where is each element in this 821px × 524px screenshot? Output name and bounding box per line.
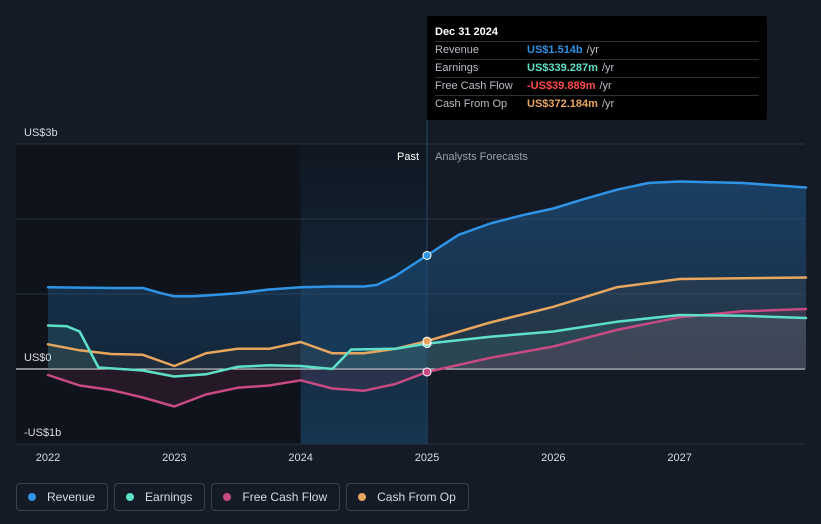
legend-label: Free Cash Flow (242, 490, 328, 504)
x-axis-label: 2025 (415, 452, 439, 464)
free-cash-flow-line (46, 307, 808, 408)
tooltip: Dec 31 2024 Revenue US$1.514b /yr Earnin… (427, 16, 767, 120)
x-axis-label: 2024 (288, 452, 312, 464)
y-axis-label: -US$1b (24, 427, 61, 439)
y-axis-label: US$0 (24, 352, 52, 364)
legend-label: Revenue (47, 490, 96, 504)
legend-label: Cash From Op (377, 490, 456, 504)
revenue-dot-icon (28, 493, 36, 501)
tooltip-label: Earnings (435, 62, 479, 74)
tooltip-row-free-cash-flow: Free Cash Flow -US$39.889m /yr (435, 77, 759, 95)
tooltip-label: Cash From Op (435, 98, 508, 110)
free-cash-flow-dot-icon (223, 493, 232, 501)
earnings-dot-icon (126, 493, 135, 501)
cash-from-op-line (46, 276, 808, 368)
cash-from-op-area (48, 277, 806, 369)
earnings-revenue-chart: US$3b US$0 -US$1b 2022 2023 2024 2025 2026 2027 P… (16, 120, 808, 464)
tooltip-value: -US$39.889m (527, 80, 596, 92)
tooltip-unit: /yr (599, 80, 612, 92)
tooltip-value: US$372.184m (527, 98, 598, 110)
tooltip-value: US$1.514b (527, 44, 583, 56)
revenue-marker (422, 250, 432, 260)
cash-from-op-marker (422, 336, 432, 346)
tooltip-row-earnings: Earnings US$339.287m /yr (435, 59, 759, 77)
legend-label: Earnings (145, 490, 193, 504)
x-axis-label: 2023 (162, 452, 186, 464)
free-cash-flow-marker (422, 367, 432, 377)
x-axis-label: 2022 (36, 452, 60, 464)
tooltip-date: Dec 31 2024 (435, 26, 498, 38)
free-cash-flow-area (48, 309, 806, 407)
revenue-line (46, 180, 808, 298)
tooltip-row-revenue: Revenue US$1.514b /yr (435, 41, 759, 59)
tooltip-value: US$339.287m (527, 62, 598, 74)
tooltip-unit: /yr (601, 98, 615, 110)
past-label: Past (397, 151, 419, 163)
legend-item-earnings[interactable]: Earnings (114, 483, 206, 511)
tooltip-row-cash-from-op: Cash From Op US$372.184m /yr (435, 95, 759, 113)
legend-item-cash-from-op[interactable]: Cash From Op (346, 483, 469, 511)
cash-from-op-dot-icon (358, 493, 367, 501)
legend-item-free-cash-flow[interactable]: Free Cash Flow (211, 483, 341, 511)
legend: Revenue Earnings Free Cash Flow Cash Fro… (16, 483, 469, 511)
y-axis-label: US$3b (24, 127, 58, 139)
tooltip-unit: /yr (586, 44, 599, 56)
earnings-line (46, 313, 808, 378)
tooltip-label: Revenue (435, 44, 480, 56)
x-axis-label: 2027 (667, 452, 691, 464)
tooltip-label: Free Cash Flow (435, 80, 513, 92)
chart-area: US$3b US$0 -US$1b 2022 2023 2024 2025 2026 2027 P… (16, 120, 808, 464)
x-axis-label: 2026 (541, 452, 565, 464)
forecast-label: Analysts Forecasts (435, 151, 528, 163)
legend-item-revenue[interactable]: Revenue (16, 483, 109, 511)
tooltip-unit: /yr (601, 62, 615, 74)
